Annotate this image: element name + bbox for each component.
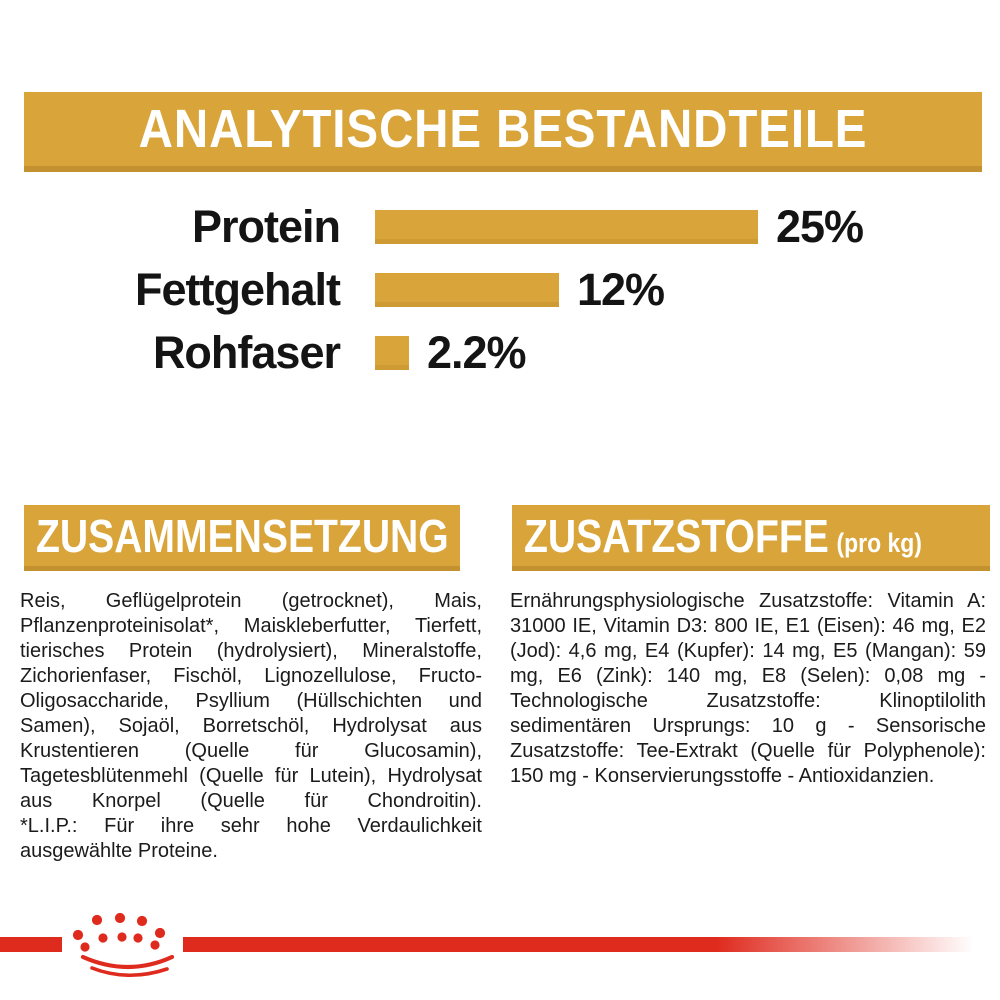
additives-heading: ZUSATZSTOFFE — [524, 509, 829, 562]
chart-value-rohfaser: 2.2% — [427, 327, 527, 378]
chart-row-protein: Protein 25% — [0, 201, 1000, 252]
analytical-components-banner: ANALYTISCHE BESTANDTEILE — [24, 92, 982, 172]
composition-footnote: *L.I.P.: Für ihre sehr hohe Verdaulichke… — [20, 815, 482, 862]
chart-value-protein: 25% — [776, 201, 864, 252]
chart-value-fettgehalt: 12% — [577, 264, 665, 315]
chart-row-fettgehalt: Fettgehalt 12% — [0, 264, 1000, 315]
bar-protein — [375, 210, 758, 244]
footer-rule-right-segment — [183, 937, 990, 952]
bar-rohfaser — [375, 336, 409, 370]
composition-banner: ZUSAMMENSETZUNG — [24, 505, 460, 571]
composition-heading: ZUSAMMENSETZUNG — [36, 509, 449, 562]
chart-label-fettgehalt: Fettgehalt — [134, 264, 341, 315]
chart-label-rohfaser: Rohfaser — [152, 327, 341, 378]
additives-banner: ZUSATZSTOFFE (pro kg) — [512, 505, 990, 571]
composition-text-column: Reis, Geflügelprotein (getrocknet), Mais… — [20, 589, 482, 864]
additives-body-text: Ernährungsphysiologische Zusatzstoffe: V… — [510, 590, 986, 787]
bar-fettgehalt — [375, 273, 559, 307]
composition-body-text: Reis, Geflügelprotein (getrocknet), Mais… — [20, 590, 482, 812]
additives-text-column: Ernährungsphysiologische Zusatzstoffe: V… — [510, 589, 986, 789]
royal-canin-crown-logo-icon — [72, 912, 175, 978]
chart-label-protein: Protein — [191, 201, 341, 252]
additives-heading-group: ZUSATZSTOFFE (pro kg) — [524, 509, 922, 563]
footer-rule-left-segment — [0, 937, 62, 952]
chart-row-rohfaser: Rohfaser 2.2% — [0, 327, 1000, 378]
additives-heading-suffix: (pro kg) — [836, 527, 922, 558]
analytical-components-title: ANALYTISCHE BESTANDTEILE — [138, 99, 868, 159]
